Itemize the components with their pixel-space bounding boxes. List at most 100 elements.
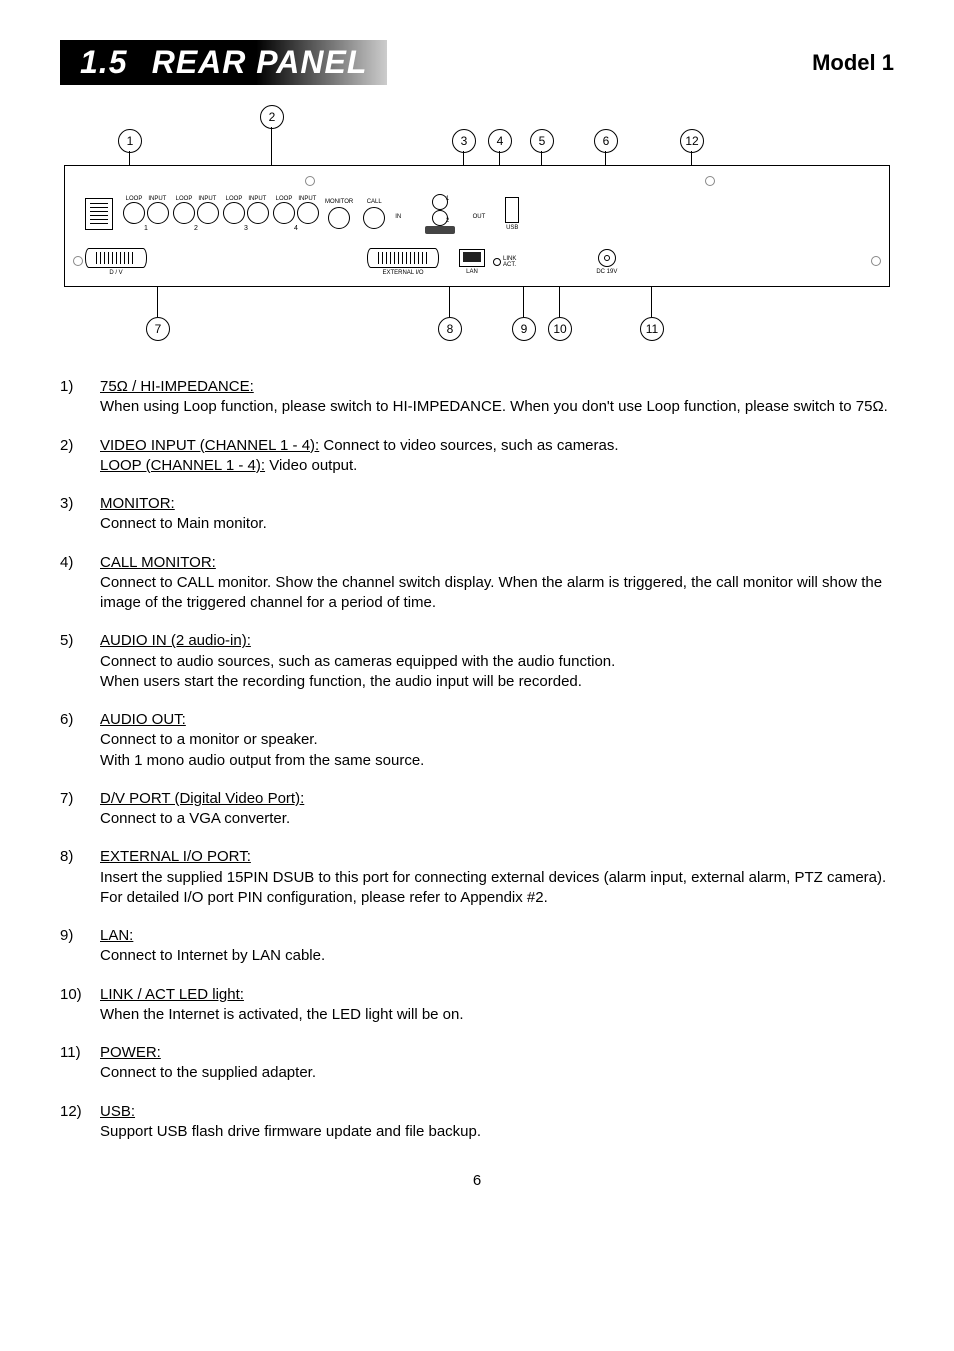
channel-number: 1	[144, 225, 148, 232]
description-item: 7)D/V PORT (Digital Video Port):Connect …	[60, 789, 894, 830]
item-number: 6)	[60, 710, 100, 771]
item-subtitle: LOOP (CHANNEL 1 - 4):	[100, 457, 265, 474]
item-title: USB:	[100, 1103, 135, 1120]
screw-icon	[305, 176, 315, 186]
description-item: 6)AUDIO OUT:Connect to a monitor or spea…	[60, 710, 894, 771]
leader-line	[129, 151, 130, 165]
leader-line	[691, 151, 692, 165]
channel-number: 2	[194, 225, 198, 232]
item-text: Video output.	[265, 457, 357, 474]
item-number: 10)	[60, 985, 100, 1026]
description-item: 5)AUDIO IN (2 audio-in):Connect to audio…	[60, 631, 894, 692]
item-title: POWER:	[100, 1044, 161, 1061]
leader-line	[271, 127, 272, 165]
item-title: 75Ω / HI-IMPEDANCE:	[100, 378, 254, 395]
screw-icon	[73, 256, 83, 266]
call-monitor-port: CALL	[363, 199, 385, 229]
callout-circle: 6	[594, 129, 618, 153]
item-number: 4)	[60, 553, 100, 614]
item-number: 3)	[60, 494, 100, 535]
audio-2-label: 2	[446, 218, 449, 224]
item-body: Connect to Main monitor.	[100, 515, 267, 532]
item-body: When the Internet is activated, the LED …	[100, 1006, 464, 1023]
impedance-switch	[85, 198, 113, 230]
description-item: 9)LAN:Connect to Internet by LAN cable.	[60, 926, 894, 967]
description-item: 2)VIDEO INPUT (CHANNEL 1 - 4): Connect t…	[60, 436, 894, 477]
bnc-icon	[223, 202, 245, 224]
item-body: Support USB flash drive firmware update …	[100, 1123, 481, 1140]
description-item: 10)LINK / ACT LED light: When the Interne…	[60, 985, 894, 1026]
section-title-text: REAR PANEL	[152, 44, 368, 80]
channel-pair: LOOPINPUT1	[123, 196, 169, 232]
leader-line	[559, 287, 560, 317]
lan-port: LAN	[459, 249, 485, 275]
item-text: Connect to video sources, such as camera…	[319, 437, 618, 454]
item-number: 11)	[60, 1043, 100, 1084]
item-number: 2)	[60, 436, 100, 477]
leader-line	[463, 151, 464, 165]
dsub-icon	[367, 248, 439, 268]
description-list: 1)75Ω / HI-IMPEDANCE:When using Loop fun…	[60, 377, 894, 1142]
bnc-icon	[273, 202, 295, 224]
callout-circle: 3	[452, 129, 476, 153]
item-title: VIDEO INPUT (CHANNEL 1 - 4):	[100, 437, 319, 454]
leader-line	[605, 151, 606, 165]
description-item: 3)MONITOR: Connect to Main monitor.	[60, 494, 894, 535]
callout-circle: 2	[260, 105, 284, 129]
description-item: 12)USB: Support USB flash drive firmware …	[60, 1102, 894, 1143]
channel-pair: LOOPINPUT2	[173, 196, 219, 232]
dc-jack-icon	[598, 249, 616, 267]
audio-block: IN OUT 1 2	[395, 194, 485, 234]
description-item: 1)75Ω / HI-IMPEDANCE:When using Loop fun…	[60, 377, 894, 418]
item-number: 7)	[60, 789, 100, 830]
dc-power-port: DC 19V	[596, 249, 617, 275]
callout-circle: 5	[530, 129, 554, 153]
section-title-bar: 1.5 REAR PANEL	[60, 40, 387, 85]
bnc-icon	[197, 202, 219, 224]
link-act-led: LINK ACT.	[493, 256, 516, 268]
item-title: D/V PORT (Digital Video Port):	[100, 790, 304, 807]
leader-line	[449, 287, 450, 317]
dv-port: D / V	[85, 248, 147, 276]
external-io-port: EXTERNAL I/O	[367, 248, 439, 276]
bnc-icon	[328, 207, 350, 229]
callout-circle: 8	[438, 317, 462, 341]
item-body: Connect to audio sources, such as camera…	[100, 653, 615, 690]
monitor-port: MONITOR	[325, 199, 353, 229]
audio-in-label: IN	[395, 214, 401, 220]
callout-circle: 1	[118, 129, 142, 153]
led-icon	[493, 258, 501, 266]
item-number: 9)	[60, 926, 100, 967]
callout-circle: 11	[640, 317, 664, 341]
item-number: 12)	[60, 1102, 100, 1143]
item-body: Connect to Internet by LAN cable.	[100, 947, 325, 964]
description-item: 11)POWER: Connect to the supplied adapter…	[60, 1043, 894, 1084]
rear-panel-outline: LOOPINPUT1LOOPINPUT2LOOPINPUT3LOOPINPUT4…	[64, 165, 890, 287]
channel-pair: LOOPINPUT4	[273, 196, 319, 232]
bnc-icon	[173, 202, 195, 224]
usb-port: USB	[505, 197, 519, 231]
section-title	[132, 44, 152, 80]
item-body: Insert the supplied 15PIN DSUB to this p…	[100, 869, 886, 906]
description-item: 4)CALL MONITOR:Connect to CALL monitor. …	[60, 553, 894, 614]
callout-circle: 4	[488, 129, 512, 153]
bnc-icon	[363, 207, 385, 229]
item-title: MONITOR:	[100, 495, 175, 512]
callout-circle: 10	[548, 317, 572, 341]
section-number: 1.5	[80, 44, 127, 80]
item-title: LINK / ACT LED light:	[100, 986, 244, 1003]
item-body: Connect to the supplied adapter.	[100, 1064, 316, 1081]
callout-circle: 7	[146, 317, 170, 341]
leader-line	[651, 287, 652, 317]
item-title: EXTERNAL I/O PORT:	[100, 848, 251, 865]
leader-line	[523, 287, 524, 317]
screw-icon	[705, 176, 715, 186]
channel-pair: LOOPINPUT3	[223, 196, 269, 232]
bnc-icon	[297, 202, 319, 224]
channel-number: 4	[294, 225, 298, 232]
item-body: Connect to CALL monitor. Show the channe…	[100, 574, 882, 611]
leader-line	[157, 287, 158, 317]
leader-line	[499, 151, 500, 165]
audio-1-label: 1	[446, 196, 449, 202]
channel-number: 3	[244, 225, 248, 232]
